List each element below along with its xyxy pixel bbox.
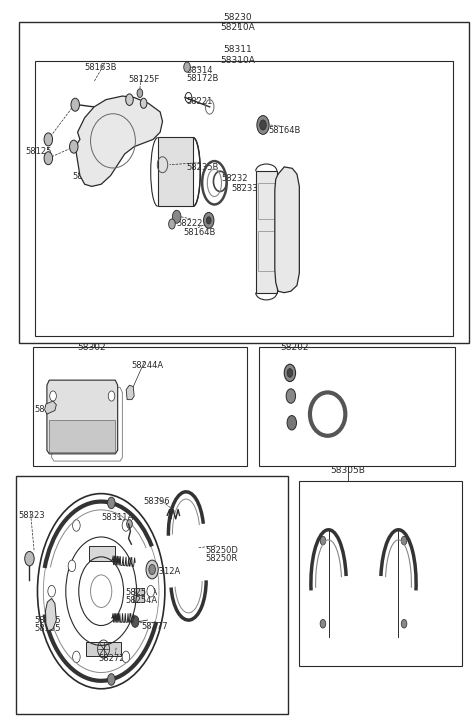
Circle shape xyxy=(126,94,133,105)
Circle shape xyxy=(140,98,147,108)
Circle shape xyxy=(122,520,130,531)
Text: 58365: 58365 xyxy=(34,616,61,625)
Polygon shape xyxy=(126,385,134,400)
Bar xyxy=(133,595,144,602)
Text: 58244A: 58244A xyxy=(34,405,66,414)
Circle shape xyxy=(172,210,181,223)
Text: 58230
58210A: 58230 58210A xyxy=(220,13,256,32)
Circle shape xyxy=(320,619,326,628)
Polygon shape xyxy=(75,96,162,186)
Bar xyxy=(258,182,275,219)
Bar xyxy=(35,61,453,336)
Circle shape xyxy=(284,364,296,382)
Bar xyxy=(134,587,144,595)
Circle shape xyxy=(73,651,80,663)
Circle shape xyxy=(286,389,296,403)
Text: 58221: 58221 xyxy=(186,97,212,106)
Circle shape xyxy=(169,219,175,229)
Bar xyxy=(259,347,455,466)
Circle shape xyxy=(73,520,80,531)
Circle shape xyxy=(146,560,158,579)
Polygon shape xyxy=(275,167,299,293)
Circle shape xyxy=(108,674,115,686)
Text: 58311A: 58311A xyxy=(101,513,133,522)
Circle shape xyxy=(44,133,52,146)
Bar xyxy=(33,347,248,466)
Text: 58235B: 58235B xyxy=(186,163,218,172)
Text: 58172B: 58172B xyxy=(186,73,218,83)
Circle shape xyxy=(320,537,326,545)
Circle shape xyxy=(48,585,55,597)
Text: 58314: 58314 xyxy=(186,65,213,75)
Text: 58125: 58125 xyxy=(26,147,52,156)
Text: 58164B: 58164B xyxy=(184,228,216,236)
Text: 58302: 58302 xyxy=(78,343,106,353)
Text: 58233: 58233 xyxy=(231,184,258,193)
Text: 58254A: 58254A xyxy=(126,595,158,605)
Bar xyxy=(50,420,115,452)
Circle shape xyxy=(207,217,211,224)
Circle shape xyxy=(108,497,115,509)
Text: 58163B: 58163B xyxy=(73,172,105,181)
Bar xyxy=(19,22,469,343)
Circle shape xyxy=(401,537,407,545)
Text: 58250R: 58250R xyxy=(205,553,237,563)
Text: 58232: 58232 xyxy=(221,174,248,183)
Text: 58311
58310A: 58311 58310A xyxy=(220,46,256,65)
Polygon shape xyxy=(47,380,118,454)
Circle shape xyxy=(131,616,139,627)
Text: 58253A: 58253A xyxy=(126,587,158,597)
Text: 58164B: 58164B xyxy=(268,126,301,135)
Circle shape xyxy=(287,369,293,377)
Bar xyxy=(258,231,275,271)
Circle shape xyxy=(257,116,269,134)
Text: 58305B: 58305B xyxy=(330,466,365,475)
Text: 58125F: 58125F xyxy=(129,75,160,84)
Circle shape xyxy=(287,416,297,430)
Circle shape xyxy=(149,564,156,574)
Circle shape xyxy=(72,431,78,440)
Text: 58163B: 58163B xyxy=(85,63,117,72)
Circle shape xyxy=(108,391,115,401)
Bar xyxy=(278,193,291,264)
Text: 58222: 58222 xyxy=(177,219,203,228)
Text: 58277: 58277 xyxy=(141,622,168,630)
Bar xyxy=(16,475,288,714)
Bar xyxy=(256,172,277,293)
Circle shape xyxy=(401,619,407,628)
Circle shape xyxy=(184,62,190,72)
Circle shape xyxy=(56,431,61,440)
Circle shape xyxy=(127,520,132,529)
Text: 58272B: 58272B xyxy=(99,654,131,663)
Polygon shape xyxy=(45,401,56,414)
Text: 58312A: 58312A xyxy=(149,567,180,577)
Text: 58244A: 58244A xyxy=(132,361,164,370)
Circle shape xyxy=(50,391,56,401)
Circle shape xyxy=(260,120,266,130)
Text: 58323: 58323 xyxy=(19,511,45,520)
Circle shape xyxy=(137,89,143,97)
Circle shape xyxy=(204,212,214,228)
Circle shape xyxy=(147,585,155,597)
Text: 58396: 58396 xyxy=(144,497,170,506)
Bar xyxy=(299,481,462,666)
Circle shape xyxy=(71,98,79,111)
Text: 58355: 58355 xyxy=(34,624,60,633)
Circle shape xyxy=(68,560,76,571)
Circle shape xyxy=(69,140,78,153)
Text: 58250D: 58250D xyxy=(205,546,238,555)
Text: 58202: 58202 xyxy=(280,343,309,353)
Circle shape xyxy=(44,152,52,165)
Circle shape xyxy=(89,431,95,440)
Polygon shape xyxy=(46,598,56,631)
Bar xyxy=(89,547,115,561)
Circle shape xyxy=(122,651,130,663)
Circle shape xyxy=(105,431,111,440)
Circle shape xyxy=(25,552,34,566)
Bar xyxy=(158,137,193,206)
Bar xyxy=(86,642,121,656)
